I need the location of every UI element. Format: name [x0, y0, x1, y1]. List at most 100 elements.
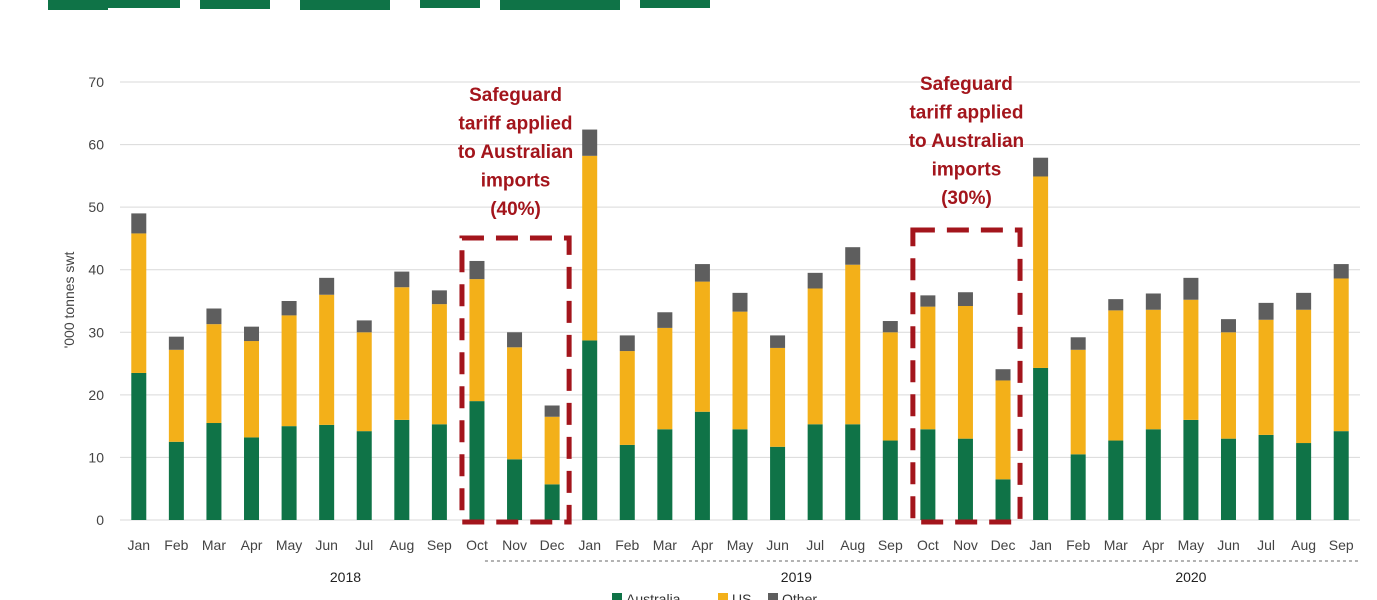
bar-segment-us [469, 279, 485, 402]
bar-segment-other [882, 321, 898, 333]
bar-segment-us [507, 347, 523, 460]
x-tick-label: Sep [878, 537, 903, 553]
x-tick-label: May [276, 537, 302, 553]
bar-segment-us [394, 287, 410, 420]
bar-segment-other [281, 301, 297, 316]
bar-segment-us [770, 347, 786, 447]
bar-segment-us [1258, 319, 1274, 435]
bar-segment-other [544, 405, 560, 417]
bar-segment-other [770, 335, 786, 348]
x-tick-label: Apr [241, 537, 263, 553]
bar-segment-us [1183, 299, 1199, 420]
bar-segment-us [657, 327, 673, 430]
bar-segment-other [694, 264, 710, 282]
year-label: 2019 [781, 569, 812, 585]
x-tick-label: Dec [540, 537, 565, 553]
bar-segment-other [1145, 293, 1161, 310]
bar-segment-us [732, 311, 748, 430]
bar-segment-australia [1145, 429, 1161, 520]
title-fragment-stroke [48, 0, 108, 10]
legend: Australia US Other [612, 591, 817, 600]
bar-segment-other [394, 271, 410, 288]
bar-segment-us [356, 332, 372, 432]
bar-segment-other [206, 308, 222, 325]
title-fragment-stroke [420, 0, 480, 8]
bar-segment-us [544, 416, 560, 485]
bar-segment-australia [657, 429, 673, 520]
tariff-period-box [459, 235, 572, 525]
bar-segment-other [619, 335, 635, 352]
bar-segment-us [206, 324, 222, 424]
bar-segment-us [1033, 176, 1049, 368]
bar-segment-us [807, 288, 823, 425]
x-tick-label: Jul [806, 537, 824, 553]
y-tick-label: 70 [88, 74, 104, 90]
x-tick-label: Jan [1029, 537, 1052, 553]
bar-segment-australia [920, 429, 936, 520]
bar-segment-australia [1220, 438, 1236, 520]
bar-segment-australia [1296, 443, 1312, 520]
bar-segment-other [507, 332, 523, 348]
bar-segment-us [131, 233, 147, 373]
x-tick-label: Aug [389, 537, 414, 553]
y-tick-label: 0 [96, 512, 104, 528]
bar-segment-australia [544, 484, 560, 520]
x-tick-label: Nov [953, 537, 978, 553]
x-tick-label: Sep [1329, 537, 1354, 553]
bar-segment-other [1258, 302, 1274, 320]
annotation-text: imports [481, 171, 551, 192]
bar-segment-australia [244, 437, 260, 520]
bar-segment-australia [957, 438, 973, 520]
bar-segment-us [1145, 309, 1161, 430]
bar-segment-australia [995, 479, 1011, 520]
legend-label: Australia [626, 591, 681, 600]
bar-segment-other [244, 326, 260, 342]
bar-segment-australia [1258, 434, 1274, 520]
annotation-text: Safeguard [920, 74, 1013, 95]
x-tick-label: Apr [1142, 537, 1164, 553]
bar-segment-other [356, 320, 372, 333]
annotation-text: (40%) [490, 199, 541, 220]
x-tick-label: Mar [653, 537, 677, 553]
bar-segment-australia [394, 419, 410, 520]
bar-segment-other [1333, 264, 1349, 279]
title-fragment-stroke [100, 0, 180, 8]
bar-segment-us [582, 155, 598, 341]
bar-segment-other [732, 292, 748, 312]
bar-segment-other [582, 129, 598, 156]
x-tick-label: Jun [315, 537, 338, 553]
bar-segment-australia [469, 401, 485, 520]
bar-segment-other [1296, 292, 1312, 310]
title-fragment-stroke [500, 0, 620, 10]
legend-label: US [732, 591, 751, 600]
legend-swatch [612, 593, 622, 600]
x-axis: Jan Feb Mar Apr May Jun Jul Aug Sep Oct Nov Dec Jan F… [127, 537, 1360, 585]
x-tick-label: May [727, 537, 753, 553]
bar-segment-us [920, 306, 936, 430]
bar-segment-us [1220, 332, 1236, 439]
legend-swatch [718, 593, 728, 600]
bar-segment-other [845, 247, 861, 265]
x-tick-label: May [1178, 537, 1204, 553]
title-fragment-stroke [640, 0, 710, 8]
bar-segment-australia [1033, 367, 1049, 520]
bar-segment-other [168, 336, 184, 350]
x-tick-label: Feb [1066, 537, 1090, 553]
y-tick-label: 50 [88, 199, 104, 215]
x-tick-label: Jan [578, 537, 601, 553]
bars [131, 129, 1349, 520]
bar-segment-us [168, 349, 184, 442]
bar-segment-australia [507, 459, 523, 520]
y-axis-label: '000 tonnes swt [61, 251, 77, 348]
bar-segment-other [1108, 299, 1124, 311]
title-fragment-stroke [300, 0, 390, 10]
bar-segment-other [1183, 277, 1199, 300]
bar-segment-other [131, 213, 147, 234]
legend-swatch [768, 593, 778, 600]
bar-segment-other [995, 369, 1011, 381]
bar-segment-australia [168, 441, 184, 520]
bar-segment-australia [356, 431, 372, 520]
bar-segment-australia [281, 426, 297, 520]
bar-segment-other [807, 272, 823, 289]
bar-segment-us [1108, 310, 1124, 441]
